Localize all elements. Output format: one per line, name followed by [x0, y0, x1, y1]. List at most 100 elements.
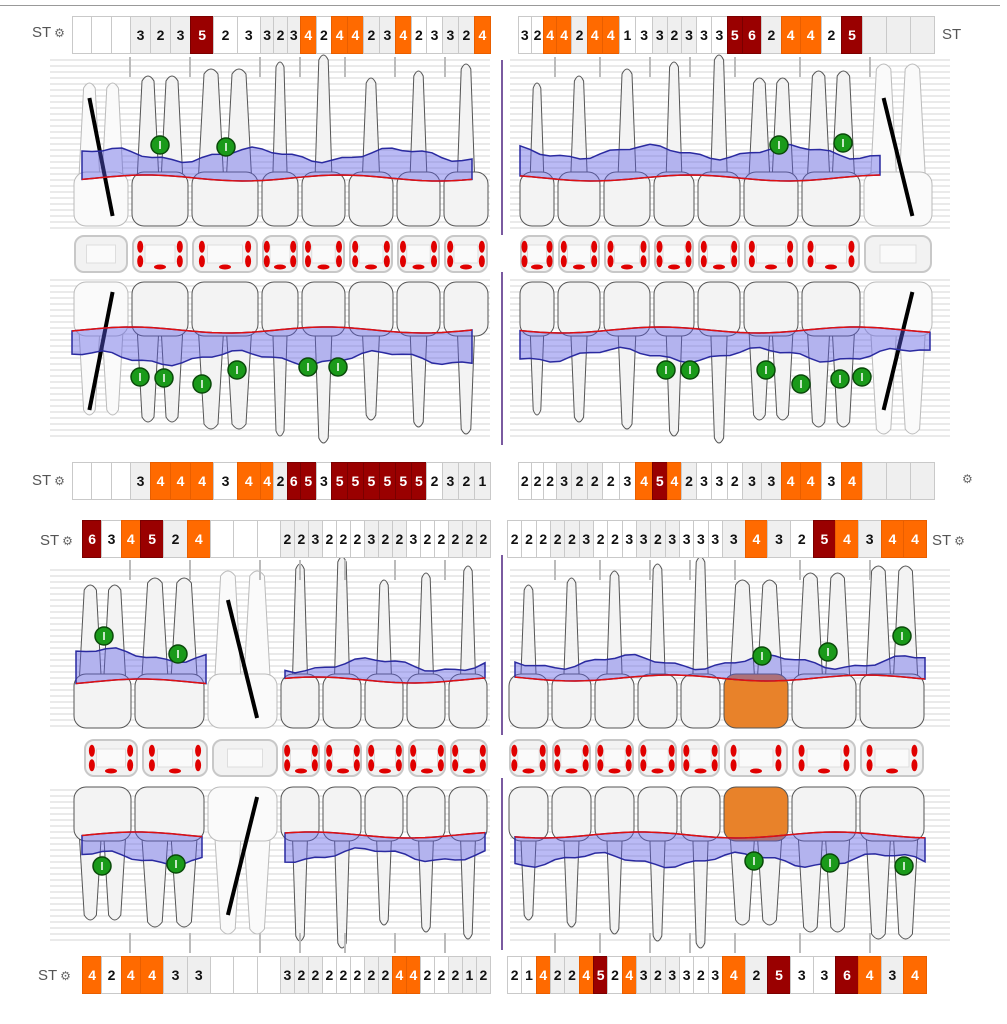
pocket-depth-cell[interactable] [91, 16, 112, 54]
pocket-depth-cell[interactable]: 2 [447, 956, 463, 994]
pocket-depth-cell[interactable]: 3 [186, 956, 211, 994]
pocket-depth-cell[interactable]: 2 [293, 956, 309, 994]
pocket-depth-cell[interactable]: 5 [592, 956, 609, 994]
pocket-depth-cell[interactable]: 2 [666, 16, 683, 54]
pocket-depth-cell[interactable]: 2 [744, 956, 769, 994]
st-settings-upper-palatal-left[interactable]: ST ⚙ [32, 472, 65, 489]
pocket-depth-cell[interactable]: 2 [433, 520, 449, 558]
pocket-depth-cell[interactable]: 3 [363, 520, 379, 558]
pocket-depth-cell[interactable] [91, 462, 112, 500]
pocket-depth-cell[interactable]: 5 [362, 462, 380, 500]
pocket-depth-cell[interactable]: 2 [761, 16, 782, 54]
pocket-depth-cell[interactable]: 2 [681, 462, 697, 500]
pocket-depth-cell[interactable]: 3 [163, 956, 188, 994]
pocket-depth-cell[interactable]: 3 [767, 520, 791, 558]
pocket-depth-cell[interactable]: 4 [586, 16, 603, 54]
pocket-depth-cell[interactable]: 3 [880, 956, 905, 994]
pocket-depth-cell[interactable]: 3 [426, 16, 443, 54]
pocket-depth-cell[interactable]: 5 [767, 956, 791, 994]
pocket-depth-cell[interactable]: 6 [82, 520, 103, 558]
pocket-depth-cell[interactable]: 5 [139, 520, 165, 558]
pocket-depth-cell[interactable]: 4 [169, 462, 191, 500]
pocket-depth-cell[interactable]: 4 [857, 956, 882, 994]
pocket-depth-cell[interactable]: 2 [535, 520, 551, 558]
pocket-depth-cell[interactable]: 2 [293, 520, 309, 558]
pocket-depth-cell[interactable]: 2 [419, 520, 435, 558]
pocket-depth-cell[interactable]: 2 [315, 16, 333, 54]
pocket-depth-cell[interactable]: 2 [307, 956, 323, 994]
st-settings-upper-buccal-right[interactable]: ST [942, 26, 961, 43]
pocket-depth-cell[interactable]: 4 [799, 462, 822, 500]
pocket-depth-cell[interactable]: 4 [835, 520, 859, 558]
pocket-depth-cell[interactable]: 3 [761, 462, 782, 500]
pocket-depth-cell[interactable]: 3 [618, 462, 637, 500]
pocket-depth-cell[interactable]: 2 [530, 462, 545, 500]
pocket-depth-cell[interactable]: 2 [530, 16, 545, 54]
pocket-depth-cell[interactable]: 4 [903, 520, 927, 558]
pocket-depth-cell[interactable]: 2 [101, 956, 122, 994]
st-settings-lower-lingual-right[interactable]: ST ⚙ [932, 532, 965, 549]
pocket-depth-cell[interactable] [72, 16, 93, 54]
pocket-depth-cell[interactable]: 2 [426, 462, 443, 500]
pocket-depth-cell[interactable]: 4 [189, 462, 215, 500]
pocket-depth-cell[interactable]: 3 [635, 16, 653, 54]
pocket-depth-cell[interactable]: 3 [678, 956, 695, 994]
pocket-depth-cell[interactable]: 2 [335, 956, 351, 994]
pocket-depth-cell[interactable]: 3 [678, 520, 695, 558]
pocket-depth-cell[interactable]: 4 [394, 16, 412, 54]
pocket-depth-cell[interactable]: 2 [789, 520, 814, 558]
pocket-depth-cell[interactable]: 2 [586, 462, 603, 500]
pocket-depth-cell[interactable]: 4 [82, 956, 103, 994]
pocket-depth-cell[interactable]: 4 [149, 462, 171, 500]
pocket-depth-cell[interactable]: 3 [721, 520, 746, 558]
pocket-depth-cell[interactable]: 2 [447, 520, 463, 558]
pocket-depth-cell[interactable]: 5 [812, 520, 837, 558]
pocket-depth-cell[interactable]: 2 [433, 956, 449, 994]
pocket-depth-cell[interactable]: 1 [618, 16, 637, 54]
pocket-depth-cell[interactable]: 2 [820, 16, 843, 54]
pocket-depth-cell[interactable]: 1 [473, 462, 491, 500]
pocket-depth-cell[interactable]: 4 [543, 16, 557, 54]
pocket-depth-cell[interactable]: 2 [213, 16, 238, 54]
pocket-depth-cell[interactable]: 4 [666, 462, 683, 500]
pocket-depth-cell[interactable]: 2 [273, 16, 288, 54]
pocket-depth-cell[interactable]: 6 [835, 956, 859, 994]
pocket-depth-cell[interactable]: 2 [564, 520, 580, 558]
pocket-depth-cell[interactable]: 5 [331, 462, 348, 500]
pocket-depth-cell[interactable]: 6 [741, 16, 763, 54]
pocket-depth-cell[interactable]: 3 [664, 956, 680, 994]
pocket-depth-cell[interactable]: 2 [321, 520, 337, 558]
pocket-depth-cell[interactable]: 2 [549, 956, 566, 994]
pocket-depth-cell[interactable]: 3 [101, 520, 122, 558]
pocket-depth-cell[interactable]: 4 [346, 16, 364, 54]
pocket-depth-cell[interactable]: 2 [457, 16, 475, 54]
pocket-depth-cell[interactable]: 3 [695, 462, 713, 500]
pocket-depth-cell[interactable]: 3 [711, 462, 728, 500]
pocket-depth-cell[interactable]: 2 [377, 520, 393, 558]
pocket-depth-cell[interactable]: 3 [707, 520, 723, 558]
st-settings-lower-buccal-left[interactable]: ST ⚙ [38, 967, 71, 984]
pocket-depth-cell[interactable] [209, 956, 235, 994]
pocket-depth-cell[interactable]: 3 [635, 520, 652, 558]
pocket-depth-cell[interactable]: 2 [507, 956, 523, 994]
pocket-depth-cell[interactable]: 3 [555, 462, 573, 500]
pocket-depth-cell[interactable]: 2 [607, 520, 623, 558]
pocket-depth-cell[interactable]: 4 [799, 16, 822, 54]
pocket-depth-cell[interactable]: 2 [726, 462, 743, 500]
pocket-depth-cell[interactable]: 2 [335, 520, 351, 558]
pocket-depth-cell[interactable]: 3 [259, 16, 275, 54]
pocket-depth-cell[interactable]: 3 [578, 520, 594, 558]
pocket-depth-cell[interactable]: 5 [394, 462, 412, 500]
pocket-depth-cell[interactable]: 4 [744, 520, 769, 558]
pocket-depth-cell[interactable]: 2 [543, 462, 557, 500]
pocket-depth-cell[interactable]: 2 [362, 16, 380, 54]
pocket-depth-cell[interactable]: 4 [535, 956, 551, 994]
pocket-depth-cell[interactable]: 3 [129, 16, 151, 54]
pocket-depth-cell[interactable]: 5 [410, 462, 428, 500]
pocket-depth-cell[interactable]: 3 [820, 462, 843, 500]
pocket-depth-cell[interactable]: 3 [307, 520, 323, 558]
pocket-depth-cell[interactable]: 4 [880, 520, 905, 558]
pocket-depth-cell[interactable] [233, 520, 258, 558]
pocket-depth-cell[interactable]: 2 [349, 520, 365, 558]
pocket-depth-cell[interactable]: 4 [139, 956, 165, 994]
